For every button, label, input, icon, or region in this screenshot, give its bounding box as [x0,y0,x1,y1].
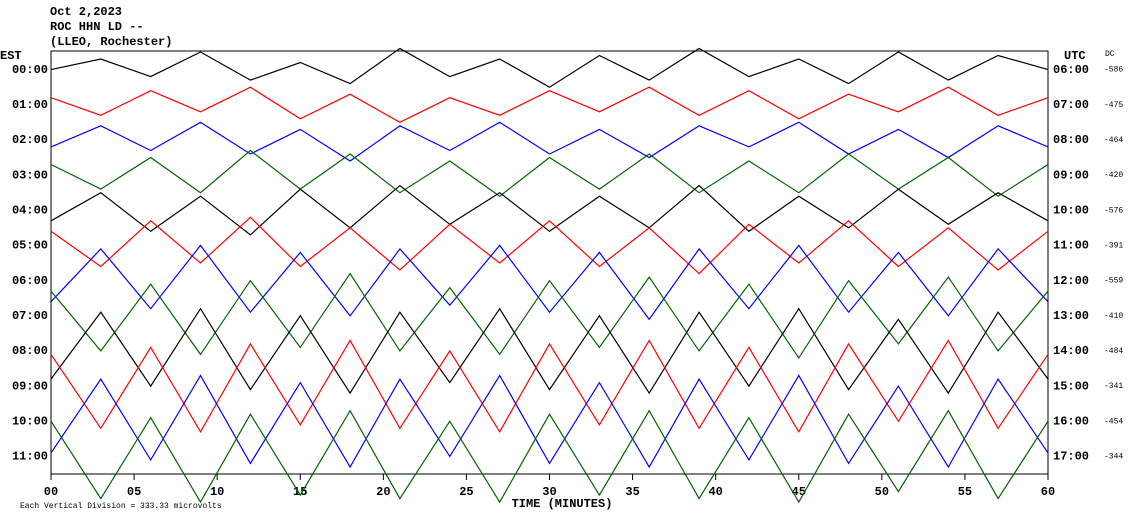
dc-value: -344 [1104,453,1123,462]
est-label: 05:00 [12,239,48,253]
right-axis-label: UTC [1064,49,1086,63]
est-label: 04:00 [12,203,48,217]
dc-value: -464 [1104,136,1123,145]
utc-label: 08:00 [1053,133,1089,147]
title-line: ROC HHN LD -- [50,20,144,34]
x-tick-label: 10 [210,485,224,499]
utc-label: 06:00 [1053,63,1089,77]
trace [50,307,1049,395]
utc-label: 17:00 [1053,450,1089,464]
utc-label: 13:00 [1053,309,1089,323]
trace [50,121,1049,162]
note: Each Vertical Division = 333.33 microvol… [20,502,222,511]
dc-value: -420 [1104,171,1123,180]
trace [50,184,1049,236]
est-label: 01:00 [12,98,48,112]
est-label: 09:00 [12,379,48,393]
trace [50,244,1049,321]
x-tick-label: 60 [1041,485,1055,499]
x-axis-label: TIME (MINUTES) [512,497,613,511]
est-label: 11:00 [12,450,48,464]
utc-label: 09:00 [1053,168,1089,182]
dc-value: -341 [1104,382,1123,391]
trace [50,409,1049,504]
x-tick-label: 30 [542,485,556,499]
dc-value: -475 [1104,101,1123,110]
est-label: 00:00 [12,63,48,77]
trace [50,272,1049,359]
est-label: 10:00 [12,414,48,428]
trace [50,47,1049,88]
dc-value: -484 [1104,347,1123,356]
utc-label: 12:00 [1053,274,1089,288]
est-label: 06:00 [12,274,48,288]
dc-value: -586 [1104,66,1123,75]
est-label: 08:00 [12,344,48,358]
utc-label: 16:00 [1053,414,1089,428]
x-tick-label: 35 [625,485,639,499]
trace [50,149,1049,197]
title-line: Oct 2,2023 [50,5,122,19]
trace [50,216,1049,275]
est-label: 03:00 [12,168,48,182]
utc-label: 07:00 [1053,98,1089,112]
utc-label: 14:00 [1053,344,1089,358]
utc-label: 15:00 [1053,379,1089,393]
dc-value: -391 [1104,242,1123,251]
x-tick-label: 00 [44,485,58,499]
trace [50,86,1049,123]
left-axis-label: EST [0,49,22,63]
dc-value: -576 [1104,206,1123,215]
x-tick-label: 50 [875,485,889,499]
x-tick-label: 05 [127,485,141,499]
dc-value: -454 [1104,417,1123,426]
trace [50,339,1049,433]
x-tick-label: 20 [376,485,390,499]
est-label: 02:00 [12,133,48,147]
utc-label: 10:00 [1053,203,1089,217]
x-tick-label: 55 [958,485,972,499]
title-line: (LLEO, Rochester) [50,35,172,49]
x-tick-label: 25 [459,485,473,499]
x-tick-label: 40 [708,485,722,499]
trace [50,374,1049,469]
est-label: 07:00 [12,309,48,323]
dc-value: -559 [1104,277,1123,286]
dc-value: -410 [1104,312,1123,321]
dc-label: DC [1105,50,1115,59]
utc-label: 11:00 [1053,239,1089,253]
